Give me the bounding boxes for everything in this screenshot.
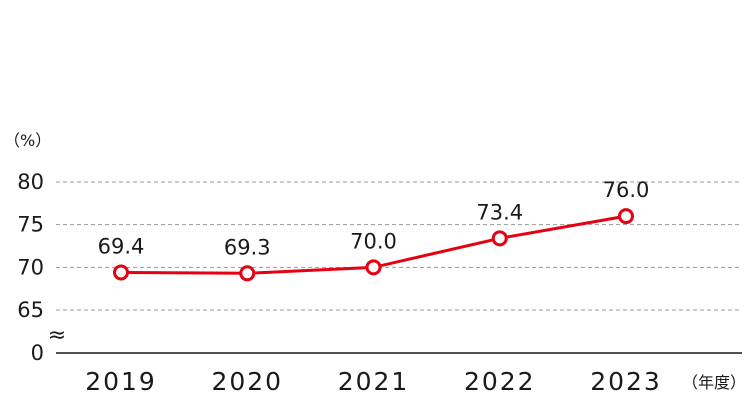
x-tick-label-2019: 2019 [85,367,157,396]
data-points [113,208,634,282]
y-tick-label-75: 75 [17,213,44,237]
x-tick-label-2021: 2021 [338,367,410,396]
data-label-2021: 70.0 [350,229,397,253]
data-point-2020 [239,265,256,282]
y-tick-label-0: 0 [31,341,44,365]
y-tick-label-65: 65 [17,298,44,322]
x-axis-unit: （年度） [682,373,746,392]
data-point-2023 [618,208,634,225]
y-axis-unit: （%） [4,131,51,150]
y-tick-label-80: 80 [17,170,44,194]
data-point-2019 [113,264,129,281]
axis-break-symbol: ≈ [48,323,66,348]
axes: ≈ [48,323,742,354]
data-point-2022 [491,230,508,247]
data-label-2023: 76.0 [603,178,650,202]
data-label-2020: 69.3 [224,235,271,259]
data-point-2021 [365,259,382,276]
y-tick-label-70: 70 [17,255,44,279]
data-label-2019: 69.4 [98,234,145,258]
x-tick-label-2020: 2020 [211,367,283,396]
x-tick-label-2022: 2022 [464,367,536,396]
labels: 80 75 70 65 0 （%） （年度） 2019 2020 2021 2022 2023 69.4… [4,131,746,396]
data-label-2022: 73.4 [476,200,523,224]
x-tick-label-2023: 2023 [590,367,662,396]
gridlines [56,181,742,311]
